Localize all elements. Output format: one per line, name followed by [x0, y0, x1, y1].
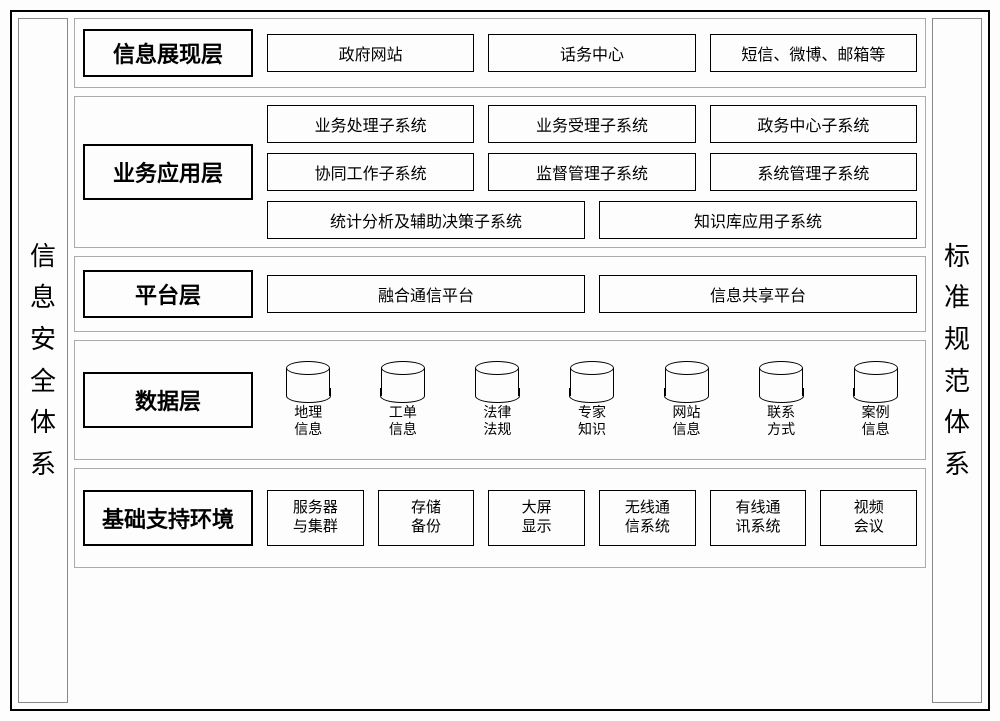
- app-r1-0: 业务处理子系统: [267, 105, 474, 143]
- cyl-6-label: 案例 信息: [862, 406, 890, 440]
- cyl-1-label: 工单 信息: [389, 406, 417, 440]
- app-r2-1: 监督管理子系统: [488, 153, 695, 191]
- architecture-diagram: 信 息 安 全 体 系 信息展现层 政府网站 话务中心 短信、微博、邮箱等 业务…: [10, 10, 990, 711]
- right-pillar-char-2: 规: [944, 319, 970, 361]
- infra-4: 有线通 讯系统: [710, 490, 807, 546]
- app-r3-0: 统计分析及辅助决策子系统: [267, 201, 585, 239]
- layer-presentation-title: 信息展现层: [83, 29, 253, 77]
- cyl-5-label: 联系 方式: [767, 406, 795, 440]
- left-pillar-char-4: 体: [30, 402, 56, 444]
- cyl-0-label: 地理 信息: [294, 406, 322, 440]
- center-stack: 信息展现层 政府网站 话务中心 短信、微博、邮箱等 业务应用层 业务处理子系统 …: [74, 18, 926, 703]
- right-pillar-char-3: 范: [944, 361, 970, 403]
- layer-platform: 平台层 融合通信平台 信息共享平台: [74, 256, 926, 332]
- presentation-item-1: 话务中心: [488, 34, 695, 72]
- right-pillar-char-4: 体: [944, 402, 970, 444]
- right-pillar: 标 准 规 范 体 系: [932, 18, 982, 703]
- infra-1: 存储 备份: [378, 490, 475, 546]
- app-r1-2: 政务中心子系统: [710, 105, 917, 143]
- infra-2: 大屏 显示: [488, 490, 585, 546]
- layer-application-title: 业务应用层: [83, 144, 253, 200]
- infra-3: 无线通 信系统: [599, 490, 696, 546]
- cyl-2: 法律 法规: [463, 361, 531, 440]
- infra-5: 视频 会议: [820, 490, 917, 546]
- cyl-3: 专家 知识: [558, 361, 626, 440]
- cyl-5: 联系 方式: [747, 361, 815, 440]
- layer-infra: 基础支持环境 服务器 与集群 存储 备份 大屏 显示 无线通 信系统 有线通 讯…: [74, 468, 926, 568]
- presentation-item-2: 短信、微博、邮箱等: [710, 34, 917, 72]
- layer-presentation: 信息展现层 政府网站 话务中心 短信、微博、邮箱等: [74, 18, 926, 88]
- app-r1-1: 业务受理子系统: [488, 105, 695, 143]
- left-pillar-char-5: 系: [30, 444, 56, 486]
- app-r2-2: 系统管理子系统: [710, 153, 917, 191]
- layer-infra-title: 基础支持环境: [83, 490, 253, 546]
- cyl-0: 地理 信息: [274, 361, 342, 440]
- layer-platform-title: 平台层: [83, 270, 253, 318]
- layer-data-title: 数据层: [83, 372, 253, 428]
- app-r3-1: 知识库应用子系统: [599, 201, 917, 239]
- platform-item-1: 信息共享平台: [599, 275, 917, 313]
- cyl-6: 案例 信息: [842, 361, 910, 440]
- data-cylinders: 地理 信息 工单 信息 法律 法规 专家 知识 网站 信息 联系 方式 案例 信…: [267, 361, 917, 440]
- presentation-item-0: 政府网站: [267, 34, 474, 72]
- left-pillar-char-2: 安: [30, 319, 56, 361]
- right-pillar-char-1: 准: [944, 277, 970, 319]
- left-pillar-char-3: 全: [30, 361, 56, 403]
- left-pillar: 信 息 安 全 体 系: [18, 18, 68, 703]
- cyl-1: 工单 信息: [369, 361, 437, 440]
- right-pillar-char-0: 标: [944, 236, 970, 278]
- platform-item-0: 融合通信平台: [267, 275, 585, 313]
- right-pillar-char-5: 系: [944, 444, 970, 486]
- left-pillar-char-0: 信: [30, 236, 56, 278]
- cyl-3-label: 专家 知识: [578, 406, 606, 440]
- app-r2-0: 协同工作子系统: [267, 153, 474, 191]
- layer-data: 数据层 地理 信息 工单 信息 法律 法规 专家 知识 网站 信息 联系 方式 …: [74, 340, 926, 460]
- layer-application: 业务应用层 业务处理子系统 业务受理子系统 政务中心子系统 协同工作子系统 监督…: [74, 96, 926, 248]
- left-pillar-char-1: 息: [30, 277, 56, 319]
- cyl-4-label: 网站 信息: [673, 406, 701, 440]
- cyl-4: 网站 信息: [653, 361, 721, 440]
- cyl-2-label: 法律 法规: [483, 406, 511, 440]
- infra-0: 服务器 与集群: [267, 490, 364, 546]
